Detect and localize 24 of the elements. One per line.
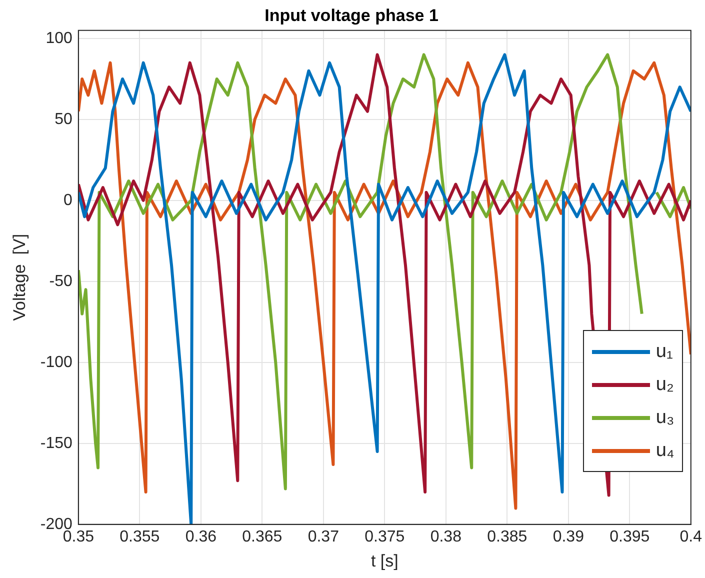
x-tick-label: 0.36 <box>185 528 217 546</box>
x-axis-title: t [s] <box>370 551 398 570</box>
legend-label: u₂ <box>656 374 674 396</box>
legend-label: u₃ <box>656 406 674 429</box>
x-tick-label: 0.395 <box>610 528 650 546</box>
y-tick-label: -150 <box>40 434 73 452</box>
y-tick-label: 100 <box>46 30 73 47</box>
x-tick-label: 0.4 <box>680 528 702 546</box>
y-tick-label: 50 <box>54 110 73 128</box>
x-tick-label: 0.37 <box>308 528 340 546</box>
x-tick-label: 0.355 <box>120 528 160 546</box>
legend-label: u₁ <box>656 340 673 363</box>
x-tick-label: 0.375 <box>364 528 405 546</box>
x-tick-label: 0.38 <box>430 528 462 546</box>
x-tick-label: 0.365 <box>242 528 282 546</box>
x-tick-label: 0.35 <box>62 528 94 546</box>
x-tick-label: 0.385 <box>487 528 528 546</box>
y-axis-title: Voltage [V] <box>10 234 29 321</box>
y-tick-label: -100 <box>40 354 73 371</box>
y-tick-label: 0 <box>64 192 73 209</box>
chart-title: Input voltage phase 1 <box>264 6 438 25</box>
legend-label: u₄ <box>656 440 674 462</box>
x-tick-label: 0.39 <box>552 528 584 546</box>
y-tick-label: -50 <box>49 272 73 290</box>
